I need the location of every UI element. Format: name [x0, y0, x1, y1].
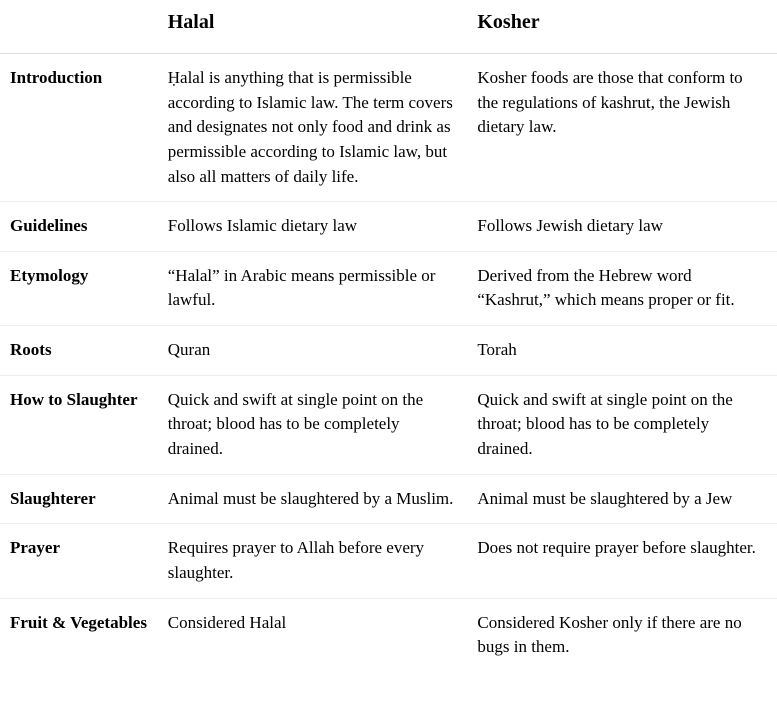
- cell-kosher: Considered Kosher only if there are no b…: [467, 598, 777, 672]
- cell-kosher: Torah: [467, 326, 777, 376]
- cell-halal: Animal must be slaughtered by a Muslim.: [158, 474, 468, 524]
- cell-halal: Ḥalal is anything that is permissible ac…: [158, 54, 468, 202]
- cell-halal: Considered Halal: [158, 598, 468, 672]
- cell-halal: Quick and swift at single point on the t…: [158, 375, 468, 474]
- table-row: Slaughterer Animal must be slaughtered b…: [0, 474, 777, 524]
- row-label: Guidelines: [0, 202, 158, 252]
- row-label: Prayer: [0, 524, 158, 598]
- cell-halal: “Halal” in Arabic means permissible or l…: [158, 251, 468, 325]
- table-row: Etymology “Halal” in Arabic means permis…: [0, 251, 777, 325]
- cell-halal: Quran: [158, 326, 468, 376]
- table-body: Introduction Ḥalal is anything that is p…: [0, 54, 777, 672]
- cell-kosher: Derived from the Hebrew word “Kashrut,” …: [467, 251, 777, 325]
- cell-halal: Requires prayer to Allah before every sl…: [158, 524, 468, 598]
- cell-kosher: Does not require prayer before slaughter…: [467, 524, 777, 598]
- cell-halal: Follows Islamic dietary law: [158, 202, 468, 252]
- table-row: Fruit & Vegetables Considered Halal Cons…: [0, 598, 777, 672]
- table-row: Prayer Requires prayer to Allah before e…: [0, 524, 777, 598]
- comparison-table: Halal Kosher Introduction Ḥalal is anyth…: [0, 0, 777, 672]
- header-halal: Halal: [158, 0, 468, 54]
- row-label: Fruit & Vegetables: [0, 598, 158, 672]
- row-label: How to Slaughter: [0, 375, 158, 474]
- table-row: Roots Quran Torah: [0, 326, 777, 376]
- cell-kosher: Kosher foods are those that conform to t…: [467, 54, 777, 202]
- row-label: Roots: [0, 326, 158, 376]
- row-label: Slaughterer: [0, 474, 158, 524]
- header-kosher: Kosher: [467, 0, 777, 54]
- row-label: Introduction: [0, 54, 158, 202]
- header-empty: [0, 0, 158, 54]
- table-row: How to Slaughter Quick and swift at sing…: [0, 375, 777, 474]
- table-row: Guidelines Follows Islamic dietary law F…: [0, 202, 777, 252]
- cell-kosher: Animal must be slaughtered by a Jew: [467, 474, 777, 524]
- row-label: Etymology: [0, 251, 158, 325]
- cell-kosher: Quick and swift at single point on the t…: [467, 375, 777, 474]
- cell-kosher: Follows Jewish dietary law: [467, 202, 777, 252]
- table-row: Introduction Ḥalal is anything that is p…: [0, 54, 777, 202]
- header-row: Halal Kosher: [0, 0, 777, 54]
